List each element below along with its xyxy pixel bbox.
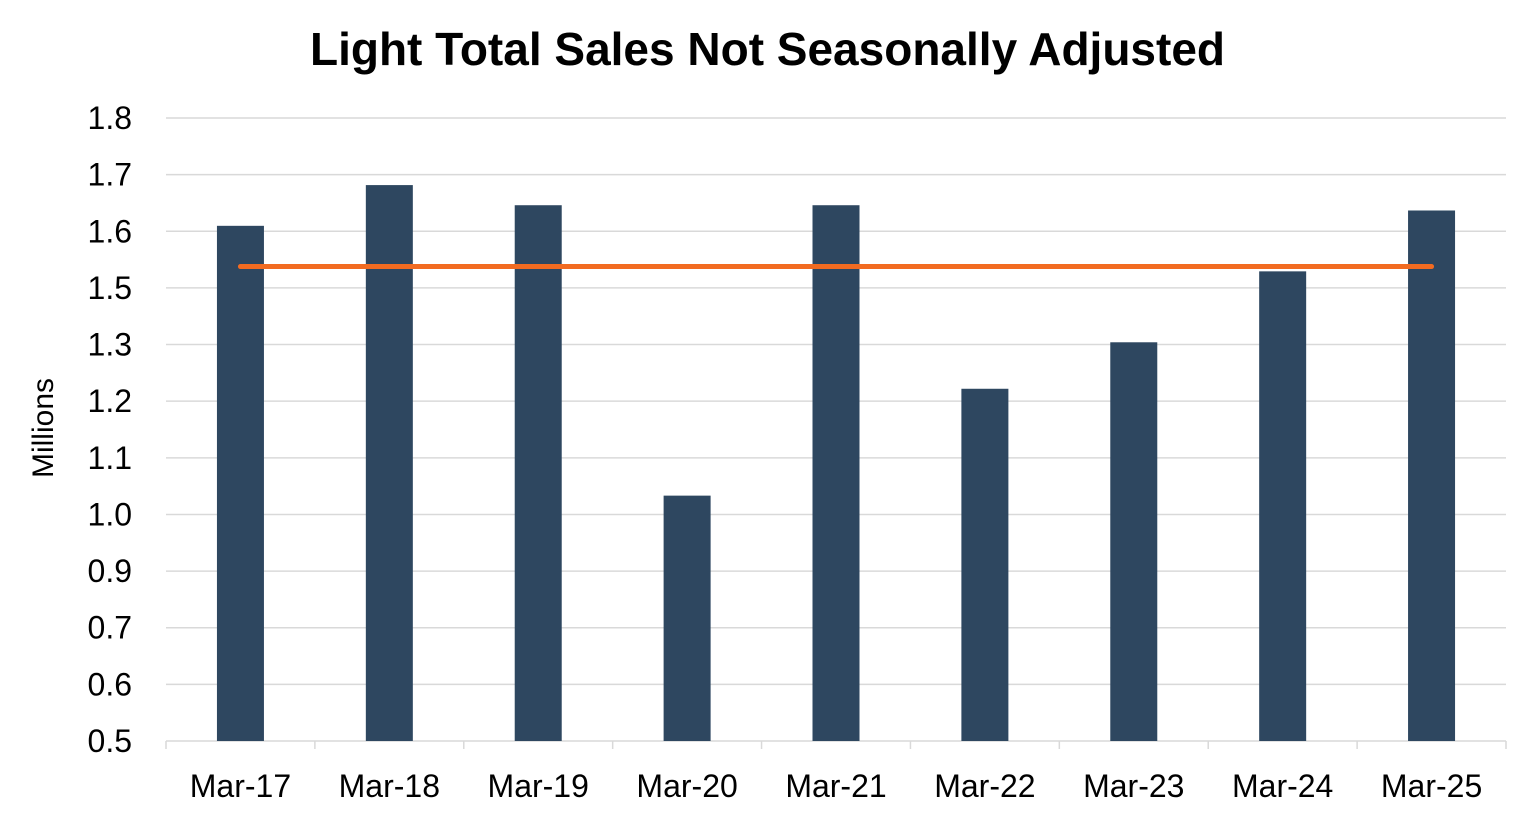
bar: [1259, 271, 1307, 741]
y-tick-label: 1.5: [88, 270, 132, 306]
bar-series: [216, 185, 1456, 742]
y-tick-label: 0.5: [88, 723, 132, 759]
x-tick-label: Mar-23: [1083, 768, 1184, 804]
x-tick-label: Mar-18: [339, 768, 440, 804]
x-tick-label: Mar-21: [785, 768, 886, 804]
y-tick-label: 1.2: [88, 383, 132, 419]
x-tick-label: Mar-22: [934, 768, 1035, 804]
y-tick-label: 0.7: [88, 610, 132, 646]
x-tick-label: Mar-19: [488, 768, 589, 804]
bar: [961, 388, 1009, 741]
y-tick-label: 0.9: [88, 553, 132, 589]
y-axis-tick-labels: 0.5 0.6 0.7 0.9 1.0 1.1 1.2 1.3 1.5 1.6 1.7 1.8: [88, 100, 132, 759]
y-axis-label: Millions: [27, 378, 60, 478]
y-tick-label: 1.6: [88, 213, 132, 249]
x-axis-tick-labels: Mar-17 Mar-18 Mar-19 Mar-20 Mar-21 Mar-22 Mar-…: [190, 768, 1482, 804]
y-tick-label: 1.1: [88, 440, 132, 476]
y-tick-label: 0.6: [88, 666, 132, 702]
bar: [812, 205, 860, 742]
y-tick-label: 1.7: [88, 157, 132, 193]
chart-title: Light Total Sales Not Seasonally Adjuste…: [309, 23, 1226, 75]
bar: [514, 205, 562, 742]
x-tick-label: Mar-25: [1381, 768, 1482, 804]
bar: [1110, 342, 1158, 741]
y-tick-label: 1.8: [88, 100, 132, 136]
bar: [663, 495, 711, 741]
bar: [365, 185, 413, 742]
x-tick-label: Mar-20: [636, 768, 737, 804]
bar: [216, 225, 264, 742]
x-tick-label: Mar-17: [190, 768, 291, 804]
x-axis: [165, 740, 1507, 749]
x-tick-label: Mar-24: [1232, 768, 1333, 804]
y-tick-label: 1.0: [88, 496, 132, 532]
bar: [1408, 210, 1456, 742]
y-tick-label: 1.3: [88, 327, 132, 363]
